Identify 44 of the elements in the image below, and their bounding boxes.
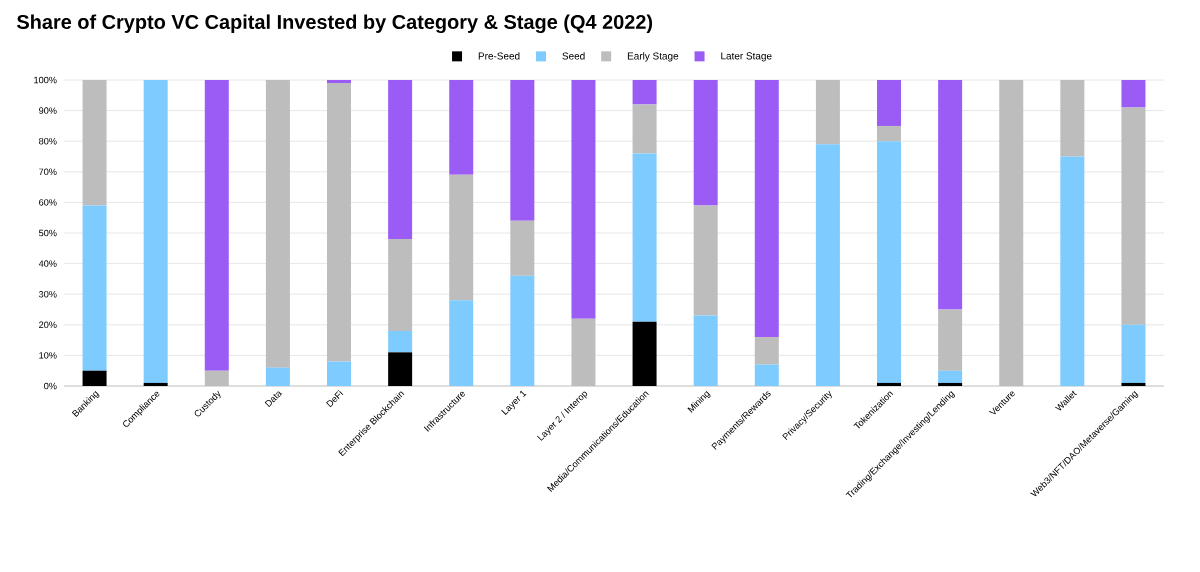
bar xyxy=(388,352,413,386)
bar xyxy=(877,125,902,142)
bar xyxy=(388,80,413,240)
bar xyxy=(938,309,963,371)
bar xyxy=(510,275,535,386)
bar xyxy=(938,370,963,383)
bar xyxy=(571,80,596,319)
bar xyxy=(82,205,107,371)
bar xyxy=(632,104,657,154)
bar xyxy=(754,80,779,338)
bar xyxy=(1121,324,1146,383)
bar xyxy=(1121,80,1146,108)
bar xyxy=(632,321,657,386)
bar xyxy=(82,80,107,206)
bar xyxy=(510,220,535,276)
bar xyxy=(1060,156,1085,386)
bar xyxy=(693,205,718,316)
bar xyxy=(632,153,657,322)
bar xyxy=(693,80,718,206)
bar xyxy=(815,144,840,386)
bar xyxy=(754,337,779,365)
bar xyxy=(204,80,229,371)
bar xyxy=(1121,107,1146,325)
bar xyxy=(877,80,902,126)
bar xyxy=(265,367,290,386)
bar xyxy=(449,300,474,386)
bar xyxy=(693,315,718,386)
bar xyxy=(265,80,290,368)
bar xyxy=(143,80,168,383)
bar xyxy=(388,330,413,353)
bar xyxy=(388,239,413,331)
bar xyxy=(327,361,352,386)
bar xyxy=(815,80,840,145)
bar xyxy=(82,370,107,386)
bar xyxy=(877,141,902,383)
bar xyxy=(449,174,474,301)
bar xyxy=(510,80,535,221)
bar xyxy=(938,80,963,310)
bar xyxy=(632,80,657,105)
bar xyxy=(1060,80,1085,157)
chart-title: Share of Crypto VC Capital Invested by Category & Stage (Q4 2022) xyxy=(16,14,653,34)
bar xyxy=(754,364,779,386)
bar xyxy=(449,80,474,175)
bar xyxy=(327,83,352,362)
